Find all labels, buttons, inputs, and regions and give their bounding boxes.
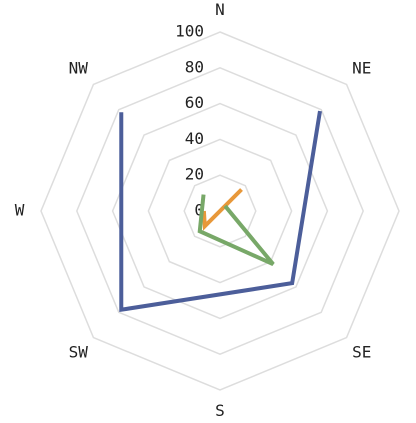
grid-ring — [75, 66, 365, 356]
series-line — [197, 194, 275, 266]
r-tick-label: 20 — [185, 165, 204, 184]
direction-label: N — [215, 0, 225, 19]
grid-ring — [147, 138, 293, 284]
r-tick-label: 100 — [175, 22, 204, 41]
direction-label: W — [15, 201, 25, 220]
r-tick-label: 40 — [185, 129, 204, 148]
direction-label: S — [215, 401, 225, 420]
direction-label: SE — [352, 342, 371, 361]
grid-ring — [40, 31, 400, 391]
grid-ring — [111, 102, 329, 320]
r-tick-label: 0 — [194, 201, 204, 220]
direction-label: SW — [69, 342, 89, 361]
r-tick-label: 60 — [185, 93, 204, 112]
direction-label: NE — [352, 59, 371, 78]
grid-ring — [183, 174, 257, 248]
r-tick-label: 80 — [185, 57, 204, 76]
series-line — [201, 188, 243, 231]
direction-label: NW — [69, 59, 89, 78]
series-line — [119, 110, 322, 313]
